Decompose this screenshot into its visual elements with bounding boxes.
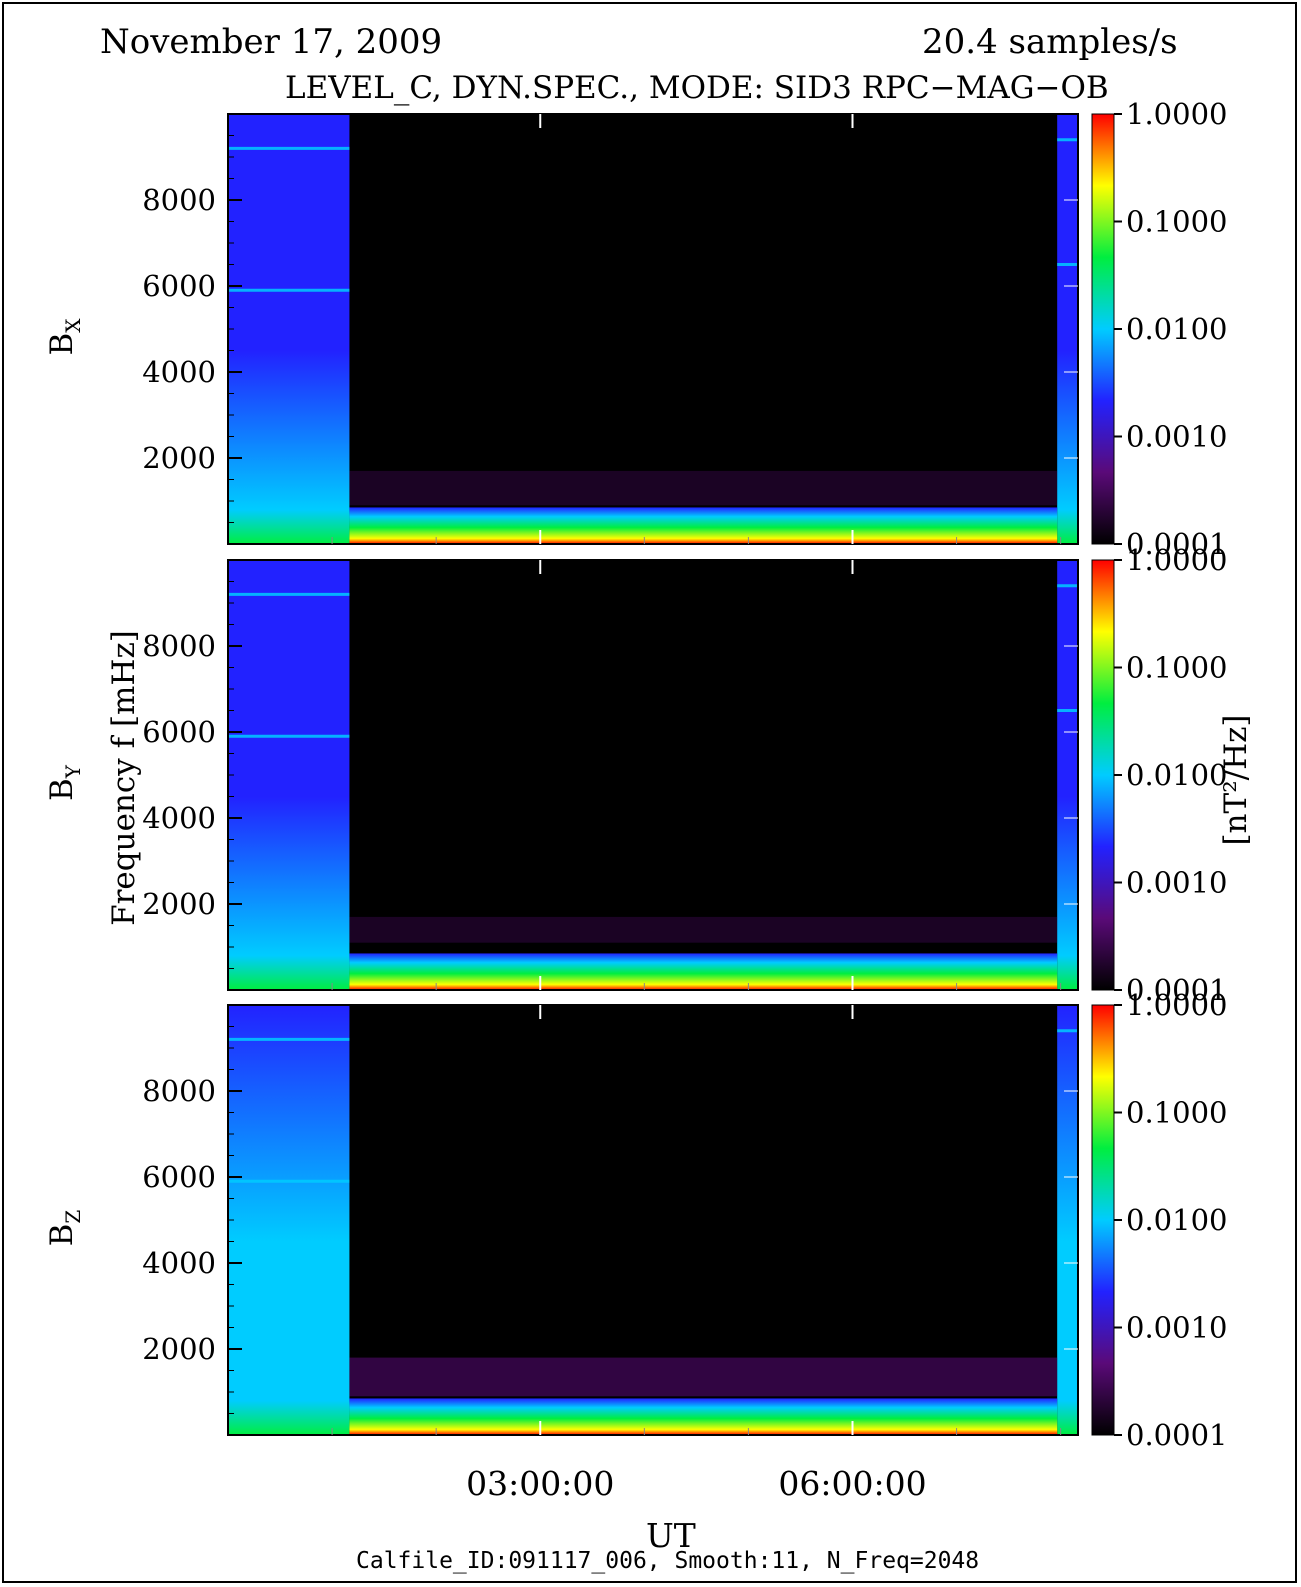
late-spectrum-block — [1057, 114, 1078, 544]
component-main: B — [44, 1224, 80, 1247]
y-tick-label: 8000 — [142, 183, 216, 217]
mode-title: LEVEL_C, DYN.SPEC., MODE: SID3 RPC−MAG−O… — [285, 70, 1109, 106]
y-tick-label: 2000 — [142, 441, 216, 475]
background-band — [349, 507, 1058, 544]
colorbar-tick-label: 0.0100 — [1126, 1203, 1227, 1237]
early-spectrum-block — [228, 560, 350, 990]
colorbar-tick-label: 0.1000 — [1126, 205, 1227, 239]
colorbar-tick-label: 0.1000 — [1126, 651, 1227, 685]
y-tick-label: 2000 — [142, 887, 216, 921]
late-spectrum-block — [1057, 560, 1078, 990]
component-main: B — [44, 778, 80, 801]
plot-background — [228, 560, 1078, 990]
colorbar — [1091, 1004, 1115, 1436]
colorbar — [1091, 113, 1115, 545]
late-spectrum-block — [1057, 1005, 1078, 1435]
colorbar-tick-label: 0.0010 — [1126, 1311, 1227, 1345]
component-subscript: Y — [61, 764, 85, 779]
y-tick-label: 4000 — [142, 355, 216, 389]
component-label: BX — [44, 318, 85, 356]
early-spectrum-block — [228, 114, 350, 544]
panel-bx: 2000 4000 6000 8000 BX 1.0000 0.1000 0.0100 0.00… — [44, 97, 1227, 561]
colorbar — [1091, 559, 1115, 991]
x-tick-label: 06:00:00 — [778, 1464, 926, 1503]
colorbar-tick-label: 0.0100 — [1126, 312, 1227, 346]
component-label: BY — [44, 764, 85, 801]
x-axis-label: UT — [646, 1516, 696, 1555]
y-tick-label: 4000 — [142, 801, 216, 835]
y-tick-label: 8000 — [142, 629, 216, 663]
noise-band — [349, 1357, 1058, 1397]
colorbar-tick-label: 1.0000 — [1126, 543, 1227, 577]
noise-band — [349, 916, 1058, 943]
date-label: November 17, 2009 — [100, 22, 443, 62]
colorbar-tick-label: 1.0000 — [1126, 97, 1227, 131]
calfile-footer: Calfile_ID:091117_006, Smooth:11, N_Freq… — [356, 1548, 980, 1574]
colorbar-tick-label: 0.0001 — [1126, 527, 1227, 561]
y-tick-label: 6000 — [142, 269, 216, 303]
sample-rate-label: 20.4 samples/s — [922, 22, 1178, 62]
colorbar-tick-label: 0.0010 — [1126, 866, 1227, 900]
colorbar-tick-label: 0.0001 — [1126, 973, 1227, 1007]
y-tick-label: 6000 — [142, 1160, 216, 1194]
noise-band — [349, 470, 1058, 506]
colorbar-tick-label: 1.0000 — [1126, 988, 1227, 1022]
colorbar-tick-label: 0.0100 — [1126, 758, 1227, 792]
component-label: BZ — [44, 1210, 85, 1247]
panel-by: 2000 4000 6000 8000 BY 1.0000 0.1000 0.0100 0.00… — [44, 543, 1227, 1007]
y-tick-label: 2000 — [142, 1332, 216, 1366]
component-main: B — [44, 333, 80, 356]
colorbar-tick-label: 0.0010 — [1126, 420, 1227, 454]
y-tick-label: 8000 — [142, 1074, 216, 1108]
y-tick-label: 4000 — [142, 1246, 216, 1280]
background-band — [349, 953, 1058, 990]
panel-bz: 2000 4000 6000 8000 BZ 1.0000 0.1000 0.0100 0.00… — [44, 988, 1227, 1452]
y-tick-label: 6000 — [142, 715, 216, 749]
colorbar-tick-label: 0.0001 — [1126, 1418, 1227, 1452]
component-subscript: Z — [61, 1210, 85, 1224]
early-spectrum-block — [228, 1005, 350, 1435]
x-tick-label: 03:00:00 — [466, 1464, 614, 1503]
colorbar-tick-label: 0.1000 — [1126, 1096, 1227, 1130]
background-band — [349, 1398, 1058, 1435]
component-subscript: X — [61, 318, 85, 333]
plot-background — [228, 114, 1078, 544]
